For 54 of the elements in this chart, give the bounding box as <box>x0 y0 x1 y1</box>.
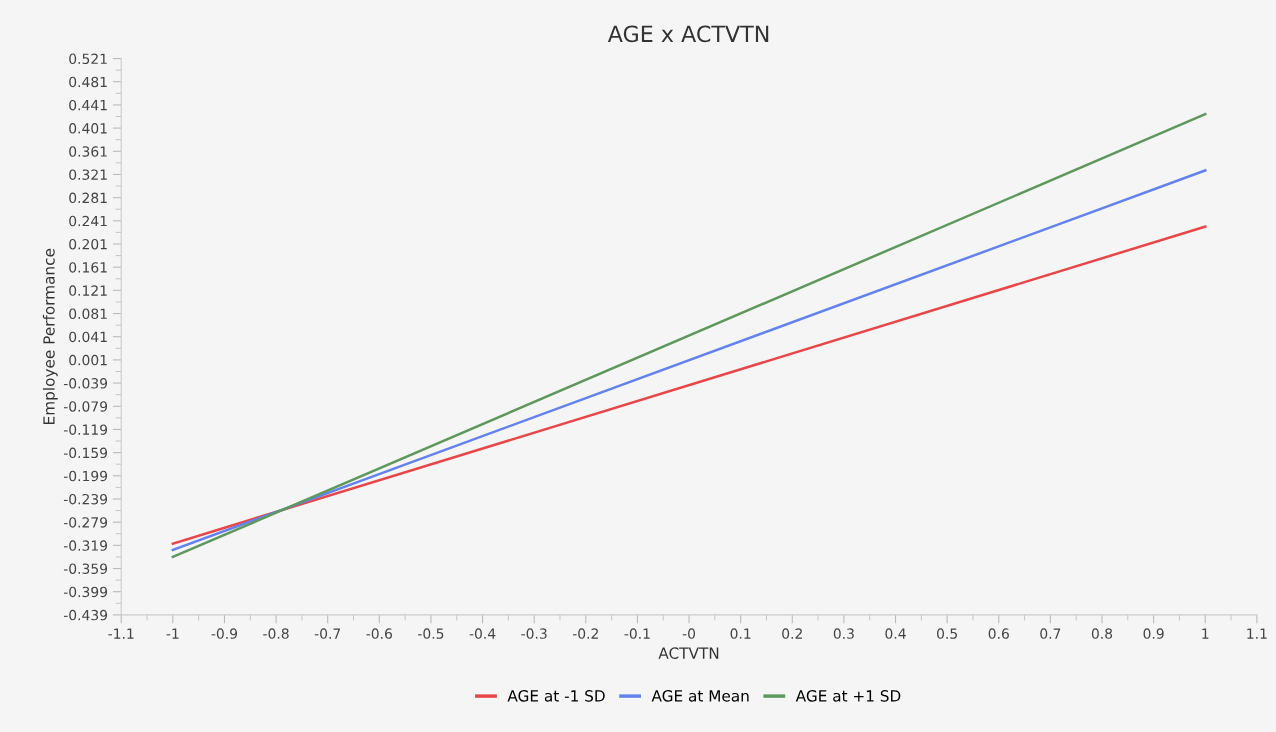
y-tick-label: 0.281 <box>69 192 107 204</box>
x-tick-label: 0.9 <box>1143 628 1164 639</box>
x-tick-label: 0.3 <box>833 628 854 639</box>
x-tick-label: 1.1 <box>1247 628 1267 639</box>
y-tick-label: 0.521 <box>69 53 107 65</box>
y-tick-label: -0.119 <box>63 424 108 435</box>
x-tick-label: -0.3 <box>521 628 547 639</box>
y-tick-label: 0.361 <box>69 146 107 157</box>
y-tick-label: 0.481 <box>69 76 107 88</box>
legend-label: AGE at +1 SD <box>795 690 901 702</box>
legend-label: AGE at Mean <box>651 690 749 702</box>
x-tick-label: -0.7 <box>314 628 341 639</box>
y-tick-label: 0.441 <box>69 99 107 111</box>
y-axis-title: Employee Performance <box>42 248 58 424</box>
y-tick-label: -0.399 <box>63 586 108 598</box>
x-tick-label: -0.9 <box>211 628 238 639</box>
x-tick-label: 0.5 <box>937 628 957 639</box>
x-tick-label: -0.1 <box>624 628 650 639</box>
y-tick-label: 0.201 <box>69 238 107 250</box>
y-tick-label: 0.041 <box>69 331 107 343</box>
x-tick-label: 0.7 <box>1040 628 1061 639</box>
y-tick-label: -0.239 <box>63 493 108 505</box>
legend-label: AGE at -1 SD <box>507 690 605 702</box>
y-tick-label: -0.159 <box>63 447 108 459</box>
y-tick-label: 0.401 <box>69 123 107 134</box>
x-tick-label: 0.2 <box>782 628 802 639</box>
y-tick-label: -0.319 <box>63 540 108 551</box>
y-tick-label: -0.079 <box>63 401 108 412</box>
y-tick-label: 0.321 <box>69 169 107 180</box>
x-tick-label: -0 <box>682 628 696 639</box>
x-tick-label: 0.6 <box>988 628 1009 639</box>
x-tick-label: 0.8 <box>1091 628 1113 639</box>
y-tick-label: 0.001 <box>69 354 107 366</box>
y-tick-label: 0.121 <box>69 285 107 296</box>
x-tick-label: -0.4 <box>469 628 496 639</box>
y-tick-label: -0.439 <box>63 609 108 621</box>
y-tick-label: -0.039 <box>63 378 108 389</box>
x-tick-label: -0.8 <box>263 628 289 639</box>
x-tick-label: -0.5 <box>418 628 444 639</box>
chart-title: AGE x ACTVTN <box>607 25 769 43</box>
x-axis-title: ACTVTN <box>658 647 719 659</box>
x-tick-label: -1.1 <box>108 628 134 639</box>
y-tick-label: -0.199 <box>63 470 108 482</box>
x-tick-label: 0.4 <box>885 628 906 639</box>
y-tick-label: 0.161 <box>69 262 107 273</box>
x-tick-label: -1 <box>166 628 179 639</box>
x-tick-label: -0.2 <box>572 628 598 639</box>
x-tick-label: -0.6 <box>366 628 392 639</box>
x-tick-label: 0.1 <box>730 628 751 639</box>
y-tick-label: -0.359 <box>63 563 108 574</box>
x-tick-label: 1 <box>1202 628 1209 639</box>
y-tick-label: 0.241 <box>69 215 107 227</box>
y-tick-label: -0.279 <box>63 517 108 528</box>
y-tick-label: 0.081 <box>69 308 107 320</box>
